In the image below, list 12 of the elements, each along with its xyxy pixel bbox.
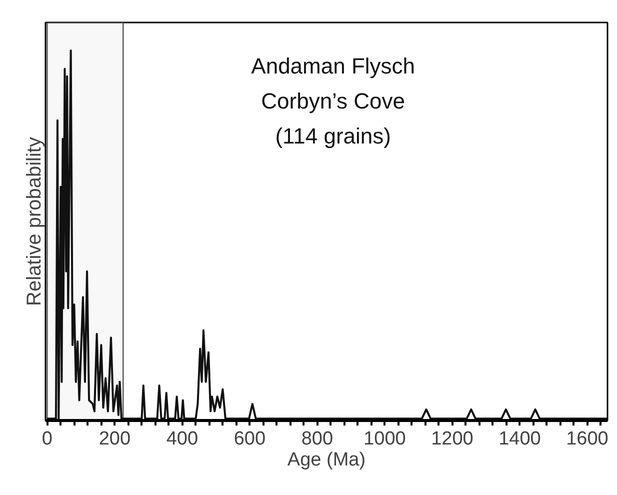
x-tick-label: 800 [301,428,334,450]
x-tick-label: 0 [42,428,52,450]
y-axis-title: Relative probability [24,137,46,306]
x-axis-title: Age (Ma) [287,450,366,470]
x-tick-label: 1400 [498,428,541,450]
x-tick-label: 200 [98,428,131,450]
x-tick-label: 600 [234,428,266,450]
x-tick-label: 400 [166,428,198,450]
x-tick-label: 1000 [364,428,406,450]
x-tick-label: 1600 [566,428,608,450]
x-tick-label: 1200 [431,428,474,450]
text: Andaman Flysch Corbyn’s Cove (114 grains) [251,54,416,148]
